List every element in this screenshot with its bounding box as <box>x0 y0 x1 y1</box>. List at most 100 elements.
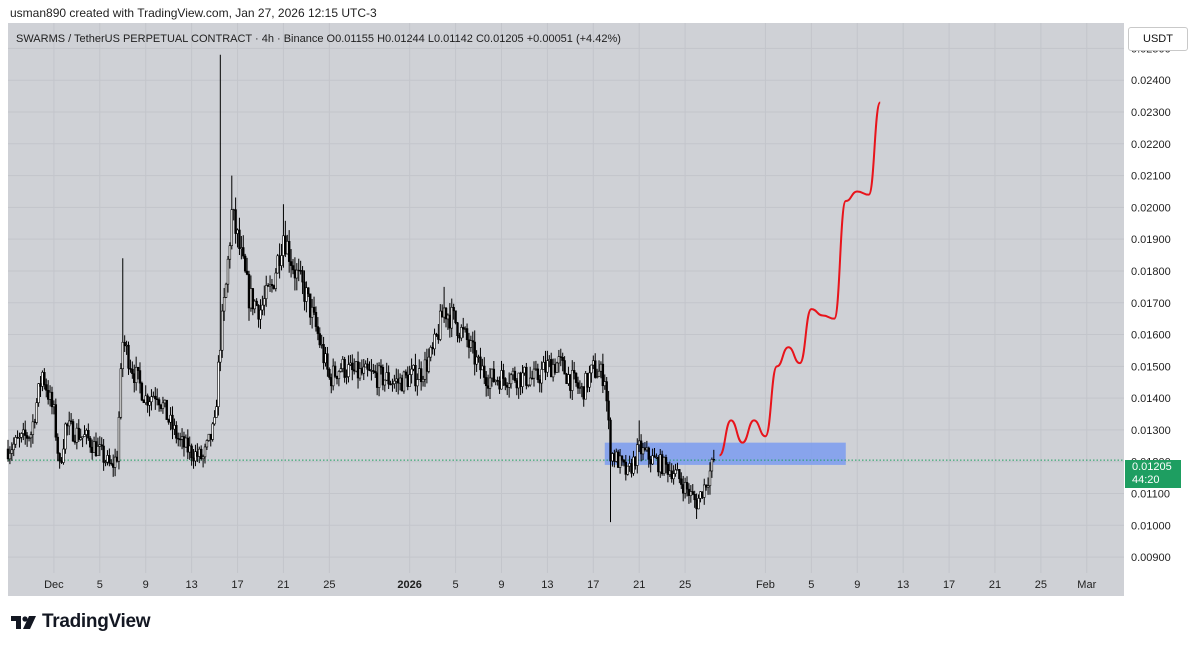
candle-body <box>657 456 660 473</box>
candle-body <box>347 364 350 377</box>
x-tick-label: 17 <box>587 579 599 591</box>
candle-body <box>316 326 320 334</box>
candle-body <box>253 300 256 310</box>
candle-body <box>112 463 115 468</box>
candle-body <box>613 453 616 462</box>
grid-lines <box>8 23 1124 573</box>
candle-body <box>341 359 344 369</box>
candle-body <box>458 335 461 339</box>
candle-body <box>412 364 415 370</box>
price-axis[interactable] <box>1124 23 1200 596</box>
candle-body <box>73 440 77 443</box>
candle-body <box>638 440 641 446</box>
candle-body <box>477 356 480 359</box>
candle-body <box>41 372 44 387</box>
candle-body <box>261 304 264 311</box>
candle-body <box>515 380 518 389</box>
candle-body <box>708 470 712 486</box>
candle-body <box>83 434 86 437</box>
candle-body <box>157 399 161 406</box>
brand-logo[interactable]: TradingView <box>10 610 151 634</box>
candle-body <box>435 333 438 336</box>
candle-body <box>171 414 174 430</box>
candle-body <box>184 437 188 448</box>
candle-body <box>123 341 126 346</box>
candle-body <box>299 270 302 272</box>
candle-body <box>507 383 511 388</box>
candle-body <box>565 373 568 384</box>
candle-body <box>377 365 381 388</box>
candle-body <box>594 360 597 378</box>
candle-body <box>276 255 279 274</box>
candle-body <box>196 451 199 457</box>
candle-body <box>500 370 503 390</box>
candle-body <box>639 440 643 455</box>
candle-body <box>303 281 306 302</box>
x-tick-label: Feb <box>756 579 775 591</box>
candle-body <box>238 229 241 249</box>
candle-body <box>651 455 654 465</box>
candle-body <box>251 288 255 310</box>
candle-layer <box>6 54 716 523</box>
y-tick-label: 0.02300 <box>1131 107 1171 119</box>
chart-pane[interactable] <box>8 23 1124 596</box>
candle-body <box>462 327 465 330</box>
x-tick-label: 9 <box>498 579 504 591</box>
candle-body <box>320 344 323 346</box>
currency-button[interactable]: USDT <box>1128 27 1188 51</box>
y-tick-label: 0.01600 <box>1131 330 1171 342</box>
candle-body <box>113 456 117 468</box>
candle-body <box>29 434 33 439</box>
candle-body <box>90 446 94 453</box>
candle-body <box>580 386 584 388</box>
x-axis-ticks: Dec 5 9 13 17 21 25 2026 5 9 13 17 21 25 Feb 5 9 13 17 21 25… <box>44 579 1096 591</box>
candle-body <box>134 366 138 384</box>
candle-body <box>410 368 413 375</box>
candle-body <box>618 455 622 468</box>
candle-body <box>454 310 457 324</box>
candle-body <box>647 447 650 460</box>
y-tick-label: 0.02400 <box>1131 75 1171 87</box>
candle-body <box>693 493 696 501</box>
y-tick-label: 0.01400 <box>1131 393 1171 405</box>
candle-body <box>655 456 658 459</box>
candle-body <box>536 368 540 380</box>
candle-body <box>423 359 427 380</box>
candle-body <box>653 455 656 458</box>
candle-body <box>163 399 167 404</box>
candle-body <box>79 437 82 440</box>
candle-body <box>263 298 266 306</box>
y-tick-label: 0.01500 <box>1131 361 1171 373</box>
candle-body <box>245 270 249 275</box>
candle-body <box>624 461 628 475</box>
y-tick-label: 0.01700 <box>1131 298 1171 310</box>
candle-body <box>115 456 119 462</box>
candle-body <box>550 359 553 378</box>
candle-body <box>599 363 603 372</box>
candle-body <box>628 463 631 467</box>
candle-body <box>701 491 704 498</box>
candle-body <box>310 306 314 318</box>
candle-body <box>43 372 46 385</box>
candle-body <box>209 433 212 440</box>
candle-body <box>421 378 425 383</box>
candle-body <box>672 473 675 480</box>
candle-body <box>574 372 578 383</box>
candle-body <box>467 339 471 348</box>
candle-body <box>180 436 184 440</box>
candle-body <box>578 387 582 389</box>
candle-body <box>194 451 197 462</box>
candle-body <box>439 310 442 340</box>
candle-body <box>12 443 15 451</box>
candle-body <box>563 360 566 375</box>
candle-body <box>75 427 79 443</box>
candle-body <box>494 380 497 383</box>
candle-body <box>56 436 59 454</box>
candle-body <box>626 465 629 475</box>
y-tick-label: 0.01000 <box>1131 520 1171 532</box>
candle-body <box>81 436 84 439</box>
candle-body <box>471 340 474 343</box>
candle-body <box>636 444 639 466</box>
candle-body <box>349 362 352 365</box>
candle-body <box>504 378 507 386</box>
